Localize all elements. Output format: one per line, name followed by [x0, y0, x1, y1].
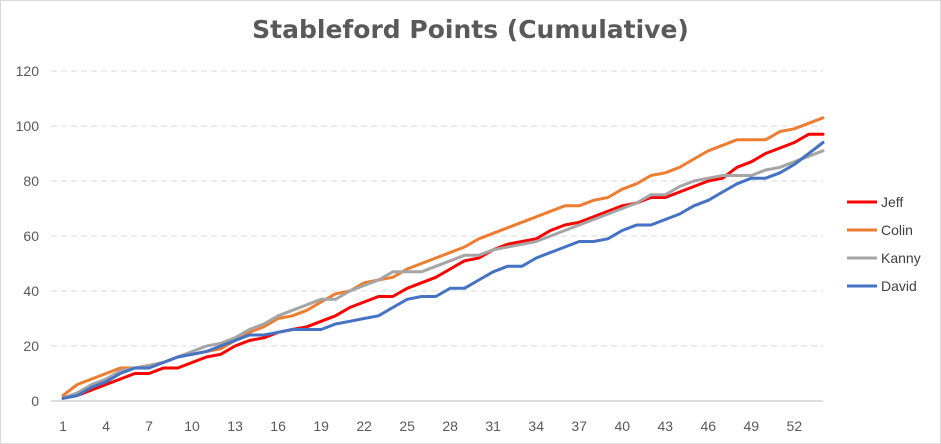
x-tick-label: 52 [787, 418, 803, 434]
x-tick-label: 22 [356, 418, 372, 434]
y-tick-label: 60 [23, 228, 39, 244]
legend-label-colin: Colin [881, 222, 913, 238]
x-tick-label: 28 [442, 418, 458, 434]
x-tick-label: 7 [145, 418, 153, 434]
y-tick-label: 120 [16, 63, 40, 79]
series-line-kanny [61, 149, 825, 400]
x-tick-label: 25 [399, 418, 415, 434]
series-line-colin [61, 116, 825, 397]
legend-label-jeff: Jeff [881, 194, 903, 210]
chart-title: Stableford Points (Cumulative) [252, 15, 689, 44]
x-tick-label: 49 [744, 418, 760, 434]
x-tick-label: 46 [700, 418, 716, 434]
x-tick-label: 31 [485, 418, 501, 434]
x-tick-label: 4 [102, 418, 110, 434]
y-tick-label: 80 [23, 173, 39, 189]
y-tick-label: 0 [31, 393, 39, 409]
x-tick-label: 43 [657, 418, 673, 434]
y-tick-label: 100 [16, 118, 40, 134]
legend-label-kanny: Kanny [881, 250, 921, 266]
x-tick-label: 10 [184, 418, 200, 434]
legend-label-david: David [881, 278, 917, 294]
x-tick-label: 1 [59, 418, 67, 434]
x-tick-label: 40 [614, 418, 630, 434]
x-tick-label: 19 [313, 418, 329, 434]
series-line-david [61, 141, 825, 400]
y-tick-label: 40 [23, 283, 39, 299]
x-tick-label: 34 [528, 418, 544, 434]
x-tick-label: 16 [270, 418, 286, 434]
x-tick-label: 37 [571, 418, 587, 434]
x-tick-label: 13 [227, 418, 243, 434]
y-tick-label: 20 [23, 338, 39, 354]
series-line-jeff [61, 132, 825, 400]
